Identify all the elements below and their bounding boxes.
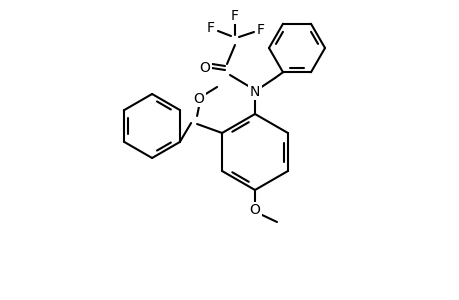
Text: F: F [230, 9, 239, 23]
Text: F: F [257, 23, 264, 37]
Text: N: N [249, 85, 260, 99]
Text: O: O [249, 203, 260, 217]
Text: F: F [207, 21, 214, 35]
Text: O: O [199, 61, 210, 75]
Text: O: O [193, 92, 204, 106]
